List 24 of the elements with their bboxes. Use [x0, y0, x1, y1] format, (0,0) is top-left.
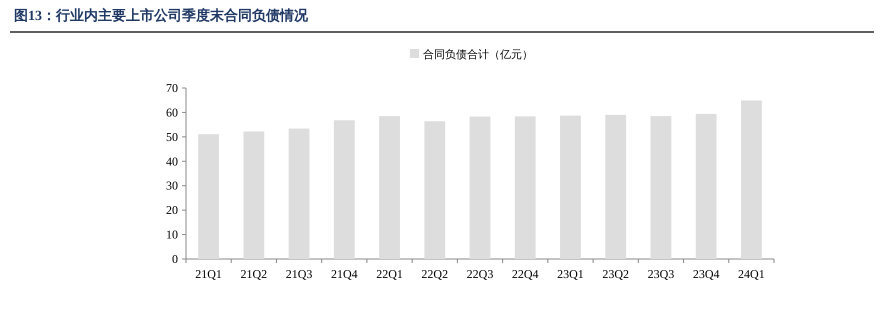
- x-tick-label: 21Q4: [330, 267, 358, 281]
- y-tick-label: 30: [166, 178, 178, 193]
- y-tick-label: 50: [166, 130, 178, 144]
- x-tick-label: 23Q2: [602, 267, 630, 281]
- x-tick-label: 21Q2: [240, 267, 268, 281]
- x-tick-label: 23Q4: [692, 267, 720, 281]
- title: 图13：行业内主要上市公司季度末合同负债情况: [14, 9, 308, 24]
- legend: 合同负债合计（亿元）: [410, 49, 533, 61]
- x-tick-label: 22Q1: [376, 267, 403, 281]
- x-tick-label: 24Q1: [738, 267, 765, 281]
- x-tick-label: 22Q4: [512, 267, 539, 281]
- x-tick-label: 21Q1: [195, 267, 222, 281]
- x-tick-label: 22Q3: [466, 267, 494, 281]
- y-tick-label: 10: [166, 228, 178, 242]
- y-tick-label: 0: [172, 252, 178, 266]
- y-tick-label: 60: [166, 105, 178, 120]
- y-tick-label: 70: [166, 81, 178, 95]
- legend-label: 合同负债合计（亿元）: [423, 48, 533, 61]
- x-tick-label: 23Q3: [648, 267, 674, 281]
- x-tick-label: 23Q1: [557, 267, 584, 281]
- y-tick-label: 20: [166, 203, 178, 218]
- x-tick-label: 21Q3: [286, 267, 312, 281]
- y-tick-label: 40: [166, 154, 178, 168]
- x-tick-label: 22Q2: [421, 267, 448, 281]
